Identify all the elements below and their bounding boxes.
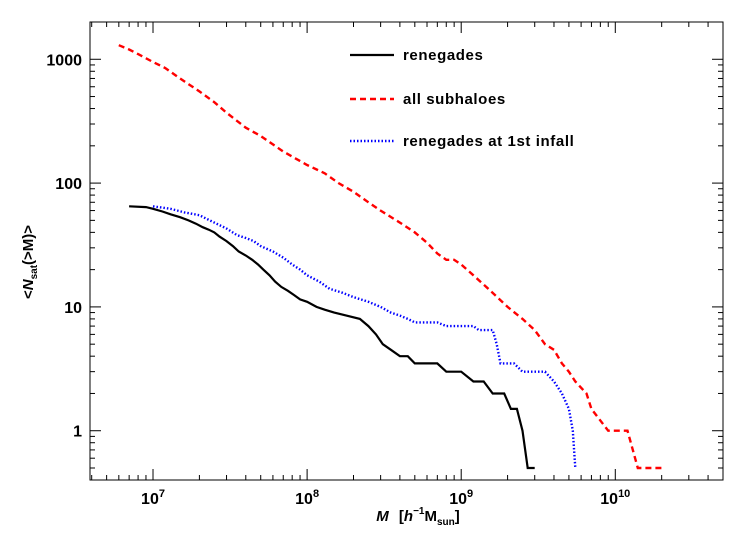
- series-layer: [118, 44, 662, 470]
- legend-label-2: all subhaloes: [403, 91, 506, 108]
- x-tick-label: 1010: [600, 488, 630, 508]
- plot-frame: [89, 21, 724, 481]
- series-line-1: [129, 205, 535, 470]
- y-tick-label: 100: [55, 176, 82, 193]
- axis-ticks: 107 108 109 1010 1 10 100 1000: [46, 21, 724, 508]
- x-tick-label: 107: [141, 488, 165, 508]
- y-axis-label: <Nsat(>M)>: [20, 225, 40, 299]
- x-axis-label: M [h−1Msun]: [376, 506, 460, 528]
- y-tick-label: 1000: [46, 52, 82, 69]
- series-line-3: [152, 205, 577, 469]
- series-line-2: [118, 44, 662, 470]
- y-tick-label: 10: [64, 300, 82, 317]
- x-tick-label: 109: [449, 488, 473, 508]
- legend-label-1: renegades: [403, 47, 483, 64]
- plot-area-border: [89, 21, 724, 481]
- legend-label-3: renegades at 1st infall: [403, 133, 574, 150]
- legend: renegades all subhaloes renegades at 1st i…: [350, 47, 574, 150]
- y-tick-label: 1: [73, 424, 82, 441]
- x-tick-label: 108: [295, 488, 319, 508]
